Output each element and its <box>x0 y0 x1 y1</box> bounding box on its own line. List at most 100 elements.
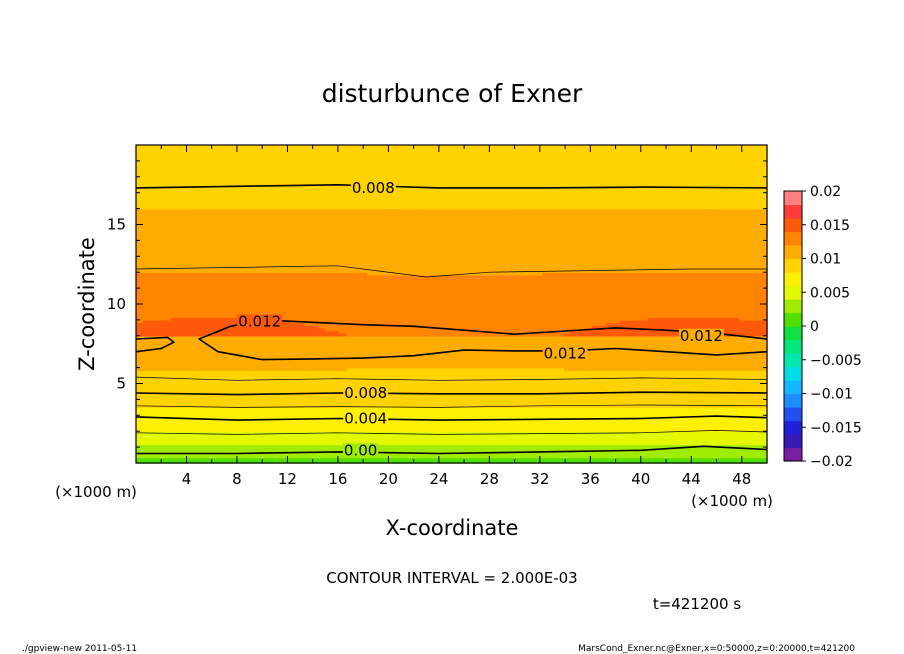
contour-cell <box>374 155 383 159</box>
contour-cell <box>367 304 376 308</box>
contour-cell <box>213 341 221 345</box>
contour-cell <box>171 388 179 393</box>
contour-cell <box>255 243 263 247</box>
contour-cell <box>374 166 383 170</box>
contour-cell <box>276 386 284 390</box>
contour-cell <box>395 335 404 340</box>
contour-cell <box>304 457 312 462</box>
contour-cell <box>290 433 298 438</box>
contour-cell <box>171 166 179 170</box>
contour-cell <box>311 449 319 454</box>
contour-cell <box>213 304 221 308</box>
contour-cell <box>213 425 221 430</box>
contour-cell <box>157 264 165 268</box>
contour-cell <box>185 182 193 186</box>
contour-cell <box>192 441 200 446</box>
contour-cell <box>234 155 242 159</box>
contour-cell <box>353 171 362 175</box>
contour-cell <box>346 402 355 406</box>
contour-cell <box>325 396 334 401</box>
contour-cell <box>164 433 172 438</box>
contour-cell <box>360 335 369 340</box>
contour-cell <box>423 407 432 411</box>
contour-cell <box>262 243 270 247</box>
contour-cell <box>339 266 348 271</box>
contour-cell <box>234 174 242 178</box>
contour-cell <box>409 198 418 202</box>
contour-cell <box>262 386 270 390</box>
contour-cell <box>192 163 200 167</box>
contour-cell <box>297 431 305 435</box>
contour-cell <box>395 383 404 387</box>
contour-cell <box>157 343 165 348</box>
contour-cell <box>248 391 256 395</box>
contour-cell <box>381 272 390 276</box>
contour-cell <box>150 311 158 316</box>
contour-cell <box>269 386 277 390</box>
contour-cell <box>346 436 355 440</box>
contour-cell <box>227 399 235 403</box>
contour-cell <box>283 200 291 204</box>
contour-cell <box>248 354 256 358</box>
contour-cell <box>143 333 151 337</box>
contour-cell <box>262 391 270 395</box>
contour-cell <box>409 155 418 159</box>
contour-cell <box>402 317 411 321</box>
contour-cell <box>339 311 348 316</box>
contour-cell <box>164 301 172 305</box>
contour-cell <box>388 213 397 218</box>
contour-cell <box>150 388 158 393</box>
contour-cell <box>290 325 298 329</box>
contour-cell <box>213 285 221 289</box>
contour-cell <box>185 341 193 345</box>
contour-cell <box>220 428 228 432</box>
contour-cell <box>283 285 291 289</box>
contour-cell <box>339 245 348 250</box>
contour-cell <box>402 264 411 268</box>
contour-cell <box>290 290 298 295</box>
contour-cell <box>318 338 326 342</box>
contour-cell <box>143 264 151 268</box>
contour-cell <box>136 174 144 178</box>
contour-cell <box>325 251 334 255</box>
contour-cell <box>367 425 376 430</box>
contour-cell <box>325 362 334 366</box>
contour-cell <box>325 351 334 356</box>
contour-cell <box>402 205 411 210</box>
contour-cell <box>381 399 390 403</box>
contour-cell <box>381 176 390 181</box>
contour-cell <box>241 224 249 228</box>
contour-cell <box>423 402 432 406</box>
contour-cell <box>290 213 298 218</box>
contour-cell <box>332 455 341 459</box>
contour-cell <box>402 425 411 430</box>
contour-cell <box>150 219 158 223</box>
contour-cell <box>381 330 390 334</box>
contour-cell <box>283 402 291 406</box>
contour-cell <box>374 285 383 289</box>
contour-cell <box>157 288 165 292</box>
contour-cell <box>220 335 228 340</box>
contour-cell <box>178 208 186 212</box>
contour-cell <box>185 372 193 377</box>
contour-cell <box>213 174 221 178</box>
contour-cell <box>178 420 186 424</box>
contour-cell <box>171 147 179 151</box>
contour-cell <box>283 330 291 334</box>
contour-cell <box>164 182 172 186</box>
contour-cell <box>171 322 179 326</box>
contour-cell <box>178 449 186 454</box>
contour-cell <box>367 431 376 435</box>
contour-cell <box>143 285 151 289</box>
contour-cell <box>283 243 291 247</box>
contour-cell <box>423 457 432 462</box>
contour-cell <box>213 402 221 406</box>
contour-cell <box>136 219 144 223</box>
contour-cell <box>332 160 341 165</box>
contour-cell <box>297 311 305 316</box>
contour-cell <box>311 266 319 271</box>
contour-cell <box>213 179 221 183</box>
contour-cell <box>416 145 425 149</box>
contour-cell <box>136 407 144 411</box>
contour-cell <box>206 219 214 223</box>
